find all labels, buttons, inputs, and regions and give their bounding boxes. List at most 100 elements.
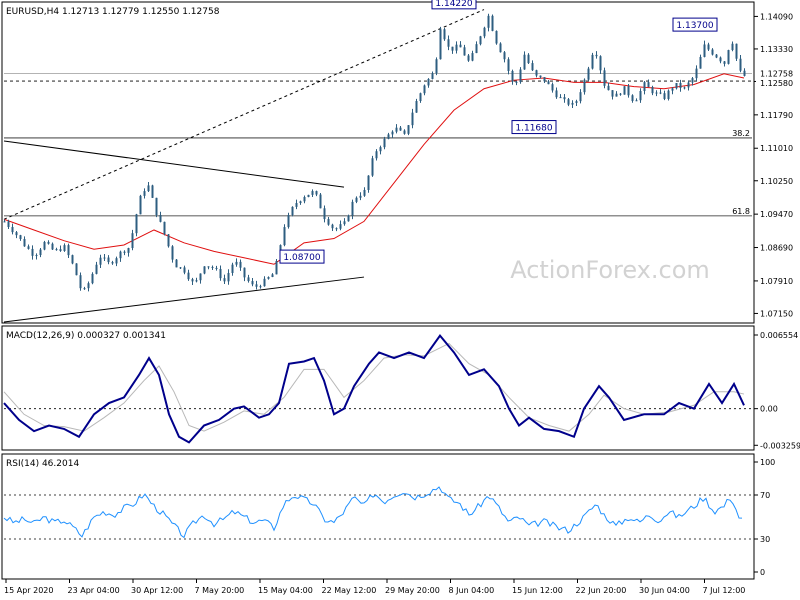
candle-body xyxy=(615,93,618,97)
candle-body xyxy=(647,82,650,88)
candle-body xyxy=(315,191,318,195)
candle-body xyxy=(195,280,198,282)
price-header: EURUSD,H4 1.12713 1.12779 1.12550 1.1275… xyxy=(6,7,220,17)
candle-body xyxy=(71,255,74,264)
candle-body xyxy=(187,272,190,280)
candle-body xyxy=(375,151,378,159)
candle-body xyxy=(339,224,342,229)
candle-body xyxy=(683,87,686,89)
candle-body xyxy=(91,273,94,284)
macd-tick-label: 0.00 xyxy=(760,405,778,414)
macd-signal-line xyxy=(3,342,745,432)
candle-body xyxy=(275,261,278,275)
rsi-tick-label: 100 xyxy=(760,458,775,467)
candle-body xyxy=(215,267,218,269)
time-axis-group: 15 Apr 2020 23 Apr 04:00 30 Apr 12:00 7 May… xyxy=(4,579,745,595)
candle-body xyxy=(111,262,114,264)
candle-body xyxy=(679,83,682,88)
candle-body xyxy=(7,221,10,228)
candle-body xyxy=(251,281,254,285)
candle-body xyxy=(503,52,506,60)
rsi-tick-label: 70 xyxy=(760,491,770,500)
candle-body xyxy=(391,131,394,135)
candle-body xyxy=(107,257,110,263)
candle-body xyxy=(659,92,662,94)
candle-body xyxy=(475,44,478,54)
candle-body xyxy=(579,92,582,102)
candle-body xyxy=(307,194,310,198)
candle-body xyxy=(607,85,610,91)
candle-body xyxy=(547,81,550,85)
candle-body xyxy=(131,233,134,249)
candle-body xyxy=(655,92,658,94)
candle-body xyxy=(443,29,446,40)
price-tick-label: 1.07910 xyxy=(760,277,793,286)
candle-body xyxy=(379,147,382,152)
price-annotation-label: 1.13700 xyxy=(676,21,713,31)
candle-body xyxy=(39,249,42,256)
candle-body xyxy=(183,267,186,273)
candle-body xyxy=(479,36,482,45)
candle-body xyxy=(203,266,206,274)
candle-body xyxy=(283,227,286,246)
candle-body xyxy=(311,191,314,195)
macd-tick-label: 0.006554 xyxy=(760,331,798,340)
candle-body xyxy=(483,27,486,37)
rsi-tick-label: 0 xyxy=(760,568,765,577)
candle-body xyxy=(599,56,602,71)
candle-body xyxy=(219,268,222,279)
candle-body xyxy=(79,275,82,289)
trendline xyxy=(3,276,365,323)
candle-body xyxy=(223,278,226,282)
candle-body xyxy=(535,70,538,76)
candle-body xyxy=(627,86,630,96)
candle-body xyxy=(291,206,294,216)
current-price-label: 1.12758 xyxy=(760,69,793,78)
candle-body xyxy=(635,100,638,102)
candle-body xyxy=(119,251,122,259)
candle-body xyxy=(711,49,714,55)
candle-body xyxy=(199,273,202,281)
candle-body xyxy=(175,259,178,268)
candle-body xyxy=(255,284,258,287)
candle-body xyxy=(743,70,746,76)
candle-body xyxy=(455,44,458,51)
candle-body xyxy=(295,203,298,207)
candle-body xyxy=(631,95,634,101)
candle-body xyxy=(699,56,702,69)
candle-body xyxy=(95,264,98,274)
candle-body xyxy=(35,255,38,257)
time-tick-label: 30 Jun 04:00 xyxy=(639,586,690,595)
macd-line xyxy=(3,333,745,444)
candle-body xyxy=(459,44,462,48)
price-annotation-label: 1.08700 xyxy=(283,253,320,263)
candle-body xyxy=(691,78,694,83)
candle-body xyxy=(303,197,306,202)
candle-body xyxy=(519,69,522,83)
macd-header: MACD(12,26,9) 0.000327 0.001341 xyxy=(6,331,166,341)
candle-body xyxy=(495,30,498,44)
candle-body xyxy=(571,102,574,105)
price-annotation-box xyxy=(511,120,557,135)
candle-body xyxy=(147,185,150,192)
candle-body xyxy=(383,138,386,148)
candle-body xyxy=(135,214,138,234)
candle-body xyxy=(695,68,698,79)
candle-body xyxy=(343,221,346,225)
candle-body xyxy=(367,175,370,190)
candle-body xyxy=(543,77,546,82)
candle-body xyxy=(59,249,62,251)
candle-body xyxy=(731,43,734,51)
time-tick-label: 22 May 12:00 xyxy=(322,586,377,595)
candle-body xyxy=(675,83,678,89)
candle-body xyxy=(539,75,542,78)
dashed-level-tag xyxy=(756,77,796,89)
candle-body xyxy=(447,39,450,47)
candle-body xyxy=(591,54,594,69)
candle-body xyxy=(603,70,606,86)
candle-body xyxy=(171,246,174,260)
candle-body xyxy=(247,277,250,282)
candle-body xyxy=(707,44,710,50)
candle-body xyxy=(99,257,102,265)
